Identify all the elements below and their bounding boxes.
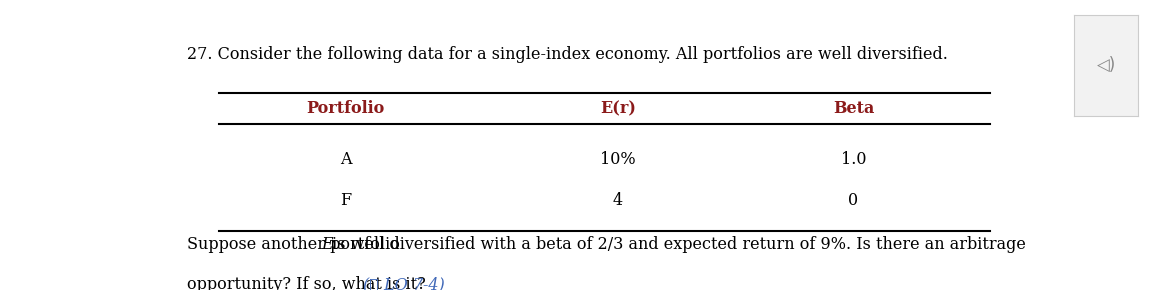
- Text: (⎘ LO 7-4): (⎘ LO 7-4): [363, 276, 445, 290]
- Text: Beta: Beta: [833, 100, 874, 117]
- Text: F: F: [340, 191, 351, 209]
- Text: 1.0: 1.0: [841, 151, 866, 168]
- Text: ◁): ◁): [1096, 56, 1116, 74]
- Text: E: E: [322, 236, 333, 253]
- Text: E(r): E(r): [600, 100, 635, 117]
- Text: 4: 4: [613, 191, 622, 209]
- Text: 0: 0: [848, 191, 859, 209]
- Text: A: A: [340, 151, 351, 168]
- Text: opportunity? If so, what is it?: opportunity? If so, what is it?: [187, 276, 441, 290]
- Text: Portfolio: Portfolio: [307, 100, 385, 117]
- Text: 10%: 10%: [600, 151, 635, 168]
- Text: is well diversified with a beta of 2/3 and expected return of 9%. Is there an ar: is well diversified with a beta of 2/3 a…: [328, 236, 1026, 253]
- Text: Suppose another portfolio: Suppose another portfolio: [187, 236, 405, 253]
- Text: 27. Consider the following data for a single-index economy. All portfolios are w: 27. Consider the following data for a si…: [187, 46, 948, 63]
